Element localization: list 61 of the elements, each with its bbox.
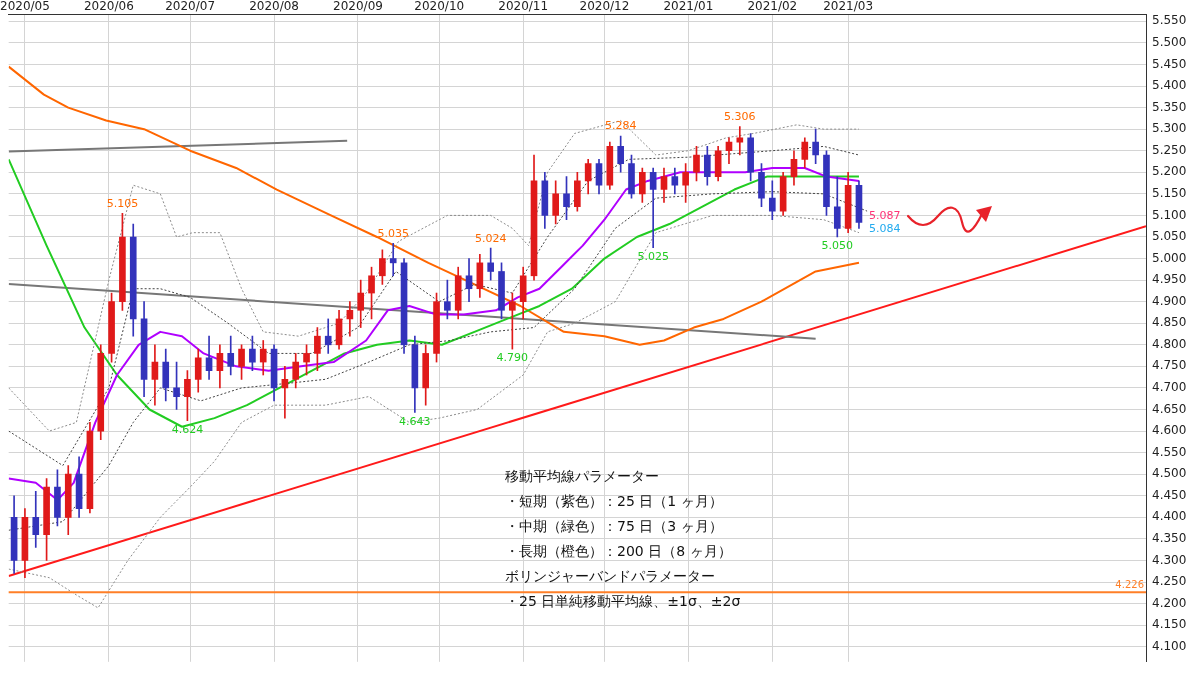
annotation: 5.035 <box>377 226 409 240</box>
y-tick-label: 5.450 <box>1152 56 1187 71</box>
y-tick-label: 4.600 <box>1152 423 1187 438</box>
annotation: 5.084 <box>868 221 901 235</box>
y-tick-label: 5.250 <box>1152 142 1187 157</box>
y-tick-label: 4.300 <box>1152 552 1187 567</box>
annotation: 5.050 <box>821 239 854 253</box>
x-tick-label: 2020/09 <box>333 0 383 13</box>
x-tick-label: 2020/07 <box>165 0 216 13</box>
y-tick-label: 4.950 <box>1152 272 1187 287</box>
y-tick-label: 4.900 <box>1152 293 1187 308</box>
x-tick-label: 2020/05 <box>0 0 50 13</box>
y-tick-label: 5.150 <box>1152 185 1187 200</box>
annotation: ・短期（紫色）：25 日（1 ヶ月） <box>505 492 724 511</box>
annotation: 移動平均線パラメーター <box>505 467 660 486</box>
x-tick-label: 2021/02 <box>747 0 798 13</box>
y-tick-label: 4.700 <box>1152 380 1187 395</box>
annotation: ・25 日単純移動平均線、±1σ、±2σ <box>505 592 741 611</box>
x-tick-label: 2020/06 <box>83 0 134 13</box>
y-tick-label: 5.550 <box>1152 13 1187 28</box>
ref-line-label: 4.226 <box>1115 578 1144 590</box>
y-tick-label: 5.500 <box>1152 35 1187 50</box>
y-tick-label: 5.400 <box>1152 78 1187 93</box>
y-tick-label: 4.200 <box>1152 595 1187 610</box>
annotation: 5.087 <box>868 209 901 223</box>
x-tick-label: 2020/11 <box>498 0 549 13</box>
y-tick-label: 4.750 <box>1152 358 1187 373</box>
y-tick-label: 4.350 <box>1152 531 1187 546</box>
annotation: 4.643 <box>399 414 431 428</box>
y-tick-label: 4.550 <box>1152 444 1187 459</box>
line-series <box>8 214 860 609</box>
annotation: ・長期（橙色）：200 日（8 ヶ月） <box>505 542 733 561</box>
y-tick-label: 5.000 <box>1152 250 1187 265</box>
y-tick-label: 5.050 <box>1152 229 1187 244</box>
x-tick-label: 2020/10 <box>414 0 465 13</box>
y-tick-label: 4.850 <box>1152 315 1187 330</box>
y-tick-label: 5.200 <box>1152 164 1187 179</box>
y-tick-label: 4.800 <box>1152 336 1187 351</box>
annotation: 5.306 <box>724 109 756 123</box>
y-tick-label: 4.500 <box>1152 466 1187 481</box>
y-tick-label: 5.350 <box>1152 99 1187 114</box>
x-tick-label: 2020/08 <box>249 0 299 13</box>
y-tick-label: 5.100 <box>1152 207 1187 222</box>
y-tick-label: 4.650 <box>1152 401 1187 416</box>
annotation: 5.025 <box>637 250 669 264</box>
y-tick-label: 4.100 <box>1152 638 1187 653</box>
annotation: 5.284 <box>604 119 637 133</box>
x-tick-label: 2020/12 <box>579 0 630 13</box>
y-tick-label: 4.400 <box>1152 509 1187 524</box>
y-tick-label: 4.450 <box>1152 487 1187 502</box>
y-tick-label: 4.150 <box>1152 617 1187 632</box>
x-tick-label: 2021/01 <box>663 0 714 13</box>
y-tick-label: 5.300 <box>1152 121 1187 136</box>
line-series <box>8 145 860 467</box>
y-tick-label: 4.250 <box>1152 574 1187 589</box>
annotation: 5.105 <box>106 196 139 210</box>
x-tick-label: 2021/03 <box>823 0 874 13</box>
annotation: ボリンジャーバンドパラメーター <box>505 567 716 586</box>
annotation: 5.024 <box>474 231 507 245</box>
annotation: ・中期（緑色）：75 日（3 ヶ月） <box>505 517 724 536</box>
annotation: 4.790 <box>496 351 529 365</box>
